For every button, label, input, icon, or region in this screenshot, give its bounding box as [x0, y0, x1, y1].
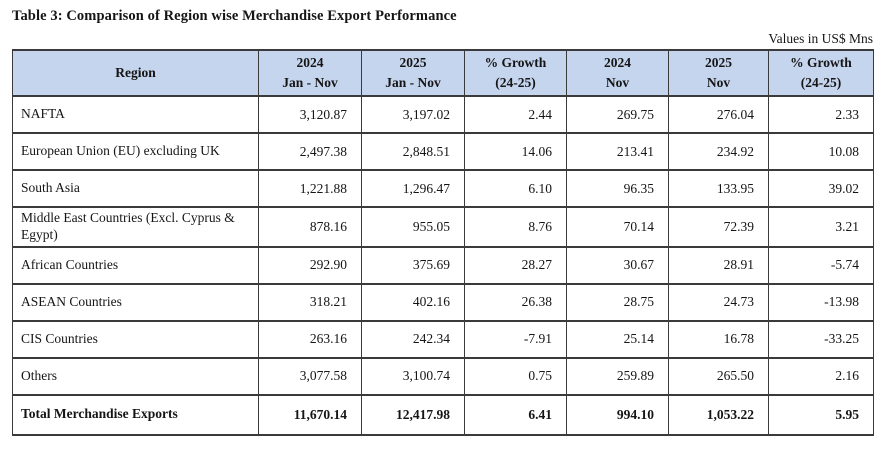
region-cell: ASEAN Countries [12, 282, 259, 322]
growth-cell: 14.06 [464, 132, 567, 171]
value-cell: 263.16 [258, 319, 362, 359]
growth-cell: 2.33 [768, 95, 874, 134]
header-line1: % Growth [790, 55, 852, 71]
total-growth-cell: 6.41 [464, 393, 567, 436]
table-row-nafta: NAFTA 3,120.87 3,197.02 2.44 269.75 276.… [12, 95, 874, 134]
column-header-2025-jan-nov: 2025 Jan - Nov [361, 49, 465, 97]
header-line1: 2024 [296, 55, 324, 71]
value-cell: 133.95 [668, 169, 769, 208]
table-title: Table 3: Comparison of Region wise Merch… [12, 8, 457, 24]
value-cell: 955.05 [361, 206, 465, 248]
growth-cell: -5.74 [768, 245, 874, 285]
column-header-region: Region [12, 49, 259, 97]
column-header-growth-nov: % Growth (24-25) [768, 49, 874, 97]
region-cell: Middle East Countries (Excl. Cyprus & Eg… [12, 206, 259, 248]
table-row-south-asia: South Asia 1,221.88 1,296.47 6.10 96.35 … [12, 169, 874, 208]
value-cell: 2,848.51 [361, 132, 465, 171]
value-cell: 3,100.74 [361, 356, 465, 396]
units-note: Values in US$ Mns [768, 31, 873, 46]
value-cell: 375.69 [361, 245, 465, 285]
column-header-2024-nov: 2024 Nov [566, 49, 669, 97]
total-value-cell: 1,053.22 [668, 393, 769, 436]
total-growth-cell: 5.95 [768, 393, 874, 436]
value-cell: 318.21 [258, 282, 362, 322]
growth-cell: 39.02 [768, 169, 874, 208]
value-cell: 3,197.02 [361, 95, 465, 134]
header-line1: 2025 [705, 55, 732, 71]
value-cell: 1,296.47 [361, 169, 465, 208]
value-cell: 24.73 [668, 282, 769, 322]
header-line2: Jan - Nov [385, 75, 441, 90]
table-row-middle-east: Middle East Countries (Excl. Cyprus & Eg… [12, 206, 874, 248]
growth-cell: 2.16 [768, 356, 874, 396]
merchandise-export-table: Region 2024 Jan - Nov 2025 Jan - Nov % G… [12, 49, 874, 436]
column-header-2024-jan-nov: 2024 Jan - Nov [258, 49, 362, 97]
table-row-african: African Countries 292.90 375.69 28.27 30… [12, 245, 874, 285]
value-cell: 16.78 [668, 319, 769, 359]
growth-cell: -7.91 [464, 319, 567, 359]
value-cell: 3,120.87 [258, 95, 362, 134]
region-cell: European Union (EU) excluding UK [12, 132, 259, 171]
table-row-cis: CIS Countries 263.16 242.34 -7.91 25.14 … [12, 319, 874, 359]
table-row-total: Total Merchandise Exports 11,670.14 12,4… [12, 393, 874, 436]
growth-cell: 10.08 [768, 132, 874, 171]
value-cell: 269.75 [566, 95, 669, 134]
growth-cell: 26.38 [464, 282, 567, 322]
value-cell: 878.16 [258, 206, 362, 248]
growth-cell: -33.25 [768, 319, 874, 359]
header-line1: % Growth [484, 55, 547, 71]
table-row-asean: ASEAN Countries 318.21 402.16 26.38 28.7… [12, 282, 874, 322]
value-cell: 259.89 [566, 356, 669, 396]
value-cell: 276.04 [668, 95, 769, 134]
value-cell: 213.41 [566, 132, 669, 171]
table-row-others: Others 3,077.58 3,100.74 0.75 259.89 265… [12, 356, 874, 396]
value-cell: 72.39 [668, 206, 769, 248]
total-label-cell: Total Merchandise Exports [12, 393, 259, 436]
header-line2: Nov [605, 75, 630, 90]
header-line2: Nov [706, 75, 731, 90]
header-line1: Region [115, 65, 156, 81]
header-line1: 2024 [604, 55, 631, 71]
value-cell: 265.50 [668, 356, 769, 396]
growth-cell: 2.44 [464, 95, 567, 134]
growth-cell: -13.98 [768, 282, 874, 322]
value-cell: 234.92 [668, 132, 769, 171]
header-line2: Jan - Nov [282, 75, 338, 90]
value-cell: 28.75 [566, 282, 669, 322]
value-cell: 28.91 [668, 245, 769, 285]
growth-cell: 0.75 [464, 356, 567, 396]
value-cell: 242.34 [361, 319, 465, 359]
region-cell: NAFTA [12, 95, 259, 134]
value-cell: 3,077.58 [258, 356, 362, 396]
region-cell: African Countries [12, 245, 259, 285]
value-cell: 1,221.88 [258, 169, 362, 208]
region-cell: Others [12, 356, 259, 396]
column-header-2025-nov: 2025 Nov [668, 49, 769, 97]
total-value-cell: 12,417.98 [361, 393, 465, 436]
header-line2: (24-25) [800, 75, 842, 90]
value-cell: 2,497.38 [258, 132, 362, 171]
header-line2: (24-25) [495, 75, 536, 90]
region-cell: South Asia [12, 169, 259, 208]
total-value-cell: 994.10 [566, 393, 669, 436]
total-value-cell: 11,670.14 [258, 393, 362, 436]
value-cell: 25.14 [566, 319, 669, 359]
growth-cell: 6.10 [464, 169, 567, 208]
value-cell: 96.35 [566, 169, 669, 208]
value-cell: 30.67 [566, 245, 669, 285]
growth-cell: 28.27 [464, 245, 567, 285]
header-row: Region 2024 Jan - Nov 2025 Jan - Nov % G… [12, 49, 874, 97]
growth-cell: 3.21 [768, 206, 874, 248]
growth-cell: 8.76 [464, 206, 567, 248]
value-cell: 292.90 [258, 245, 362, 285]
region-cell: CIS Countries [12, 319, 259, 359]
column-header-growth-jan-nov: % Growth (24-25) [464, 49, 567, 97]
header-line1: 2025 [399, 55, 427, 71]
table-row-eu: European Union (EU) excluding UK 2,497.3… [12, 132, 874, 171]
value-cell: 70.14 [566, 206, 669, 248]
value-cell: 402.16 [361, 282, 465, 322]
